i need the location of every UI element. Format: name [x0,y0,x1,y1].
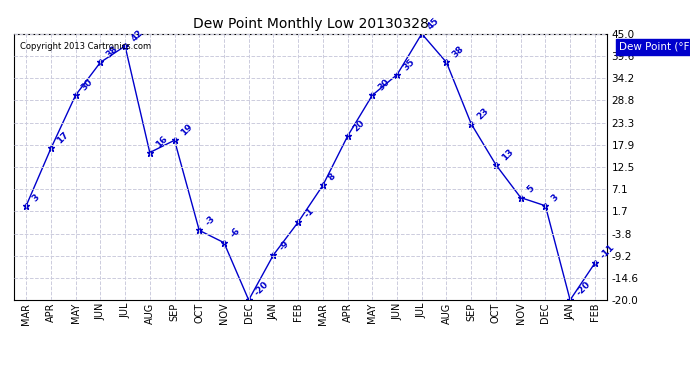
Text: 30: 30 [80,77,95,92]
Text: 38: 38 [451,45,466,60]
Text: -1: -1 [302,206,316,219]
Text: 8: 8 [327,172,338,183]
Text: 3: 3 [549,192,560,203]
Text: 35: 35 [401,57,416,72]
Text: 19: 19 [179,122,194,138]
Text: 45: 45 [426,16,441,31]
Text: -6: -6 [228,226,242,240]
Text: -20: -20 [574,279,592,297]
Text: 5: 5 [525,184,535,195]
Text: 38: 38 [104,45,119,60]
Text: 17: 17 [55,130,70,146]
Text: 3: 3 [30,192,41,203]
Text: Dew Point (°F): Dew Point (°F) [619,42,690,52]
Text: -9: -9 [277,238,291,252]
Text: 20: 20 [352,118,367,134]
Text: 13: 13 [500,147,515,162]
Text: 30: 30 [377,77,392,92]
Text: Copyright 2013 Cartronics.com: Copyright 2013 Cartronics.com [20,42,151,51]
Text: -3: -3 [204,214,217,228]
Text: -11: -11 [599,243,617,260]
Text: -20: -20 [253,279,270,297]
Text: 42: 42 [129,28,144,43]
Text: 16: 16 [154,135,169,150]
Text: 23: 23 [475,106,491,121]
Title: Dew Point Monthly Low 20130328: Dew Point Monthly Low 20130328 [193,17,428,31]
